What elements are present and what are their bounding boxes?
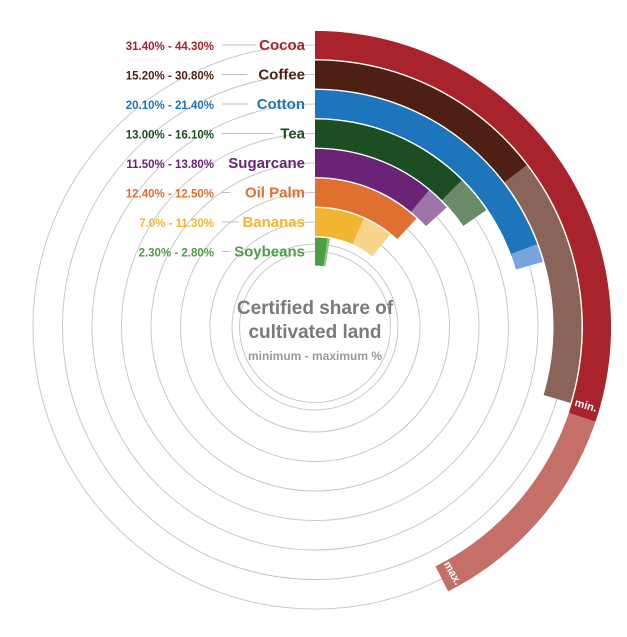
range-label-bananas: 7.0% - 11.30%	[139, 218, 214, 230]
range-label-tea: 13.00% - 16.10%	[126, 130, 214, 142]
bar-min-oil-palm	[315, 178, 417, 239]
series-name-tea: Tea	[280, 126, 305, 143]
series-name-sugarcane: Sugarcane	[228, 155, 305, 172]
chart-center-title: Certified share of cultivated land minim…	[237, 298, 394, 363]
bar-min-soybeans	[315, 237, 328, 267]
range-label-sugarcane: 11.50% - 13.80%	[126, 159, 214, 171]
series-name-bananas: Bananas	[242, 214, 305, 231]
series-name-oil-palm: Oil Palm	[245, 185, 305, 202]
bar-min-sugarcane	[315, 149, 429, 212]
bar-min-bananas	[315, 208, 364, 245]
range-label-coffee: 15.20% - 30.80%	[126, 71, 214, 83]
bar-min-cocoa	[315, 31, 611, 422]
min-end-tag: min.	[573, 397, 598, 415]
series-labels: 31.40% - 44.30% Cocoa 15.20% - 30.80% Coffe…	[126, 37, 306, 261]
range-label-soybeans: 2.30% - 2.80%	[139, 248, 214, 260]
range-bars	[315, 31, 611, 592]
chart-title-line1: Certified share of	[237, 298, 394, 319]
series-name-cotton: Cotton	[257, 96, 305, 113]
series-name-soybeans: Soybeans	[234, 244, 305, 261]
range-label-oil-palm: 12.40% - 12.50%	[126, 189, 214, 201]
range-label-cocoa: 31.40% - 44.30%	[126, 41, 214, 53]
chart-title-line2: cultivated land	[248, 322, 381, 343]
series-name-coffee: Coffee	[258, 67, 305, 84]
bar-min-tea	[315, 119, 462, 201]
chart-subtitle: minimum - maximum %	[248, 349, 382, 363]
series-name-cocoa: Cocoa	[259, 37, 306, 54]
range-label-cotton: 20.10% - 21.40%	[126, 100, 214, 112]
bar-min-coffee	[315, 60, 527, 183]
bar-min-cotton	[315, 90, 538, 254]
